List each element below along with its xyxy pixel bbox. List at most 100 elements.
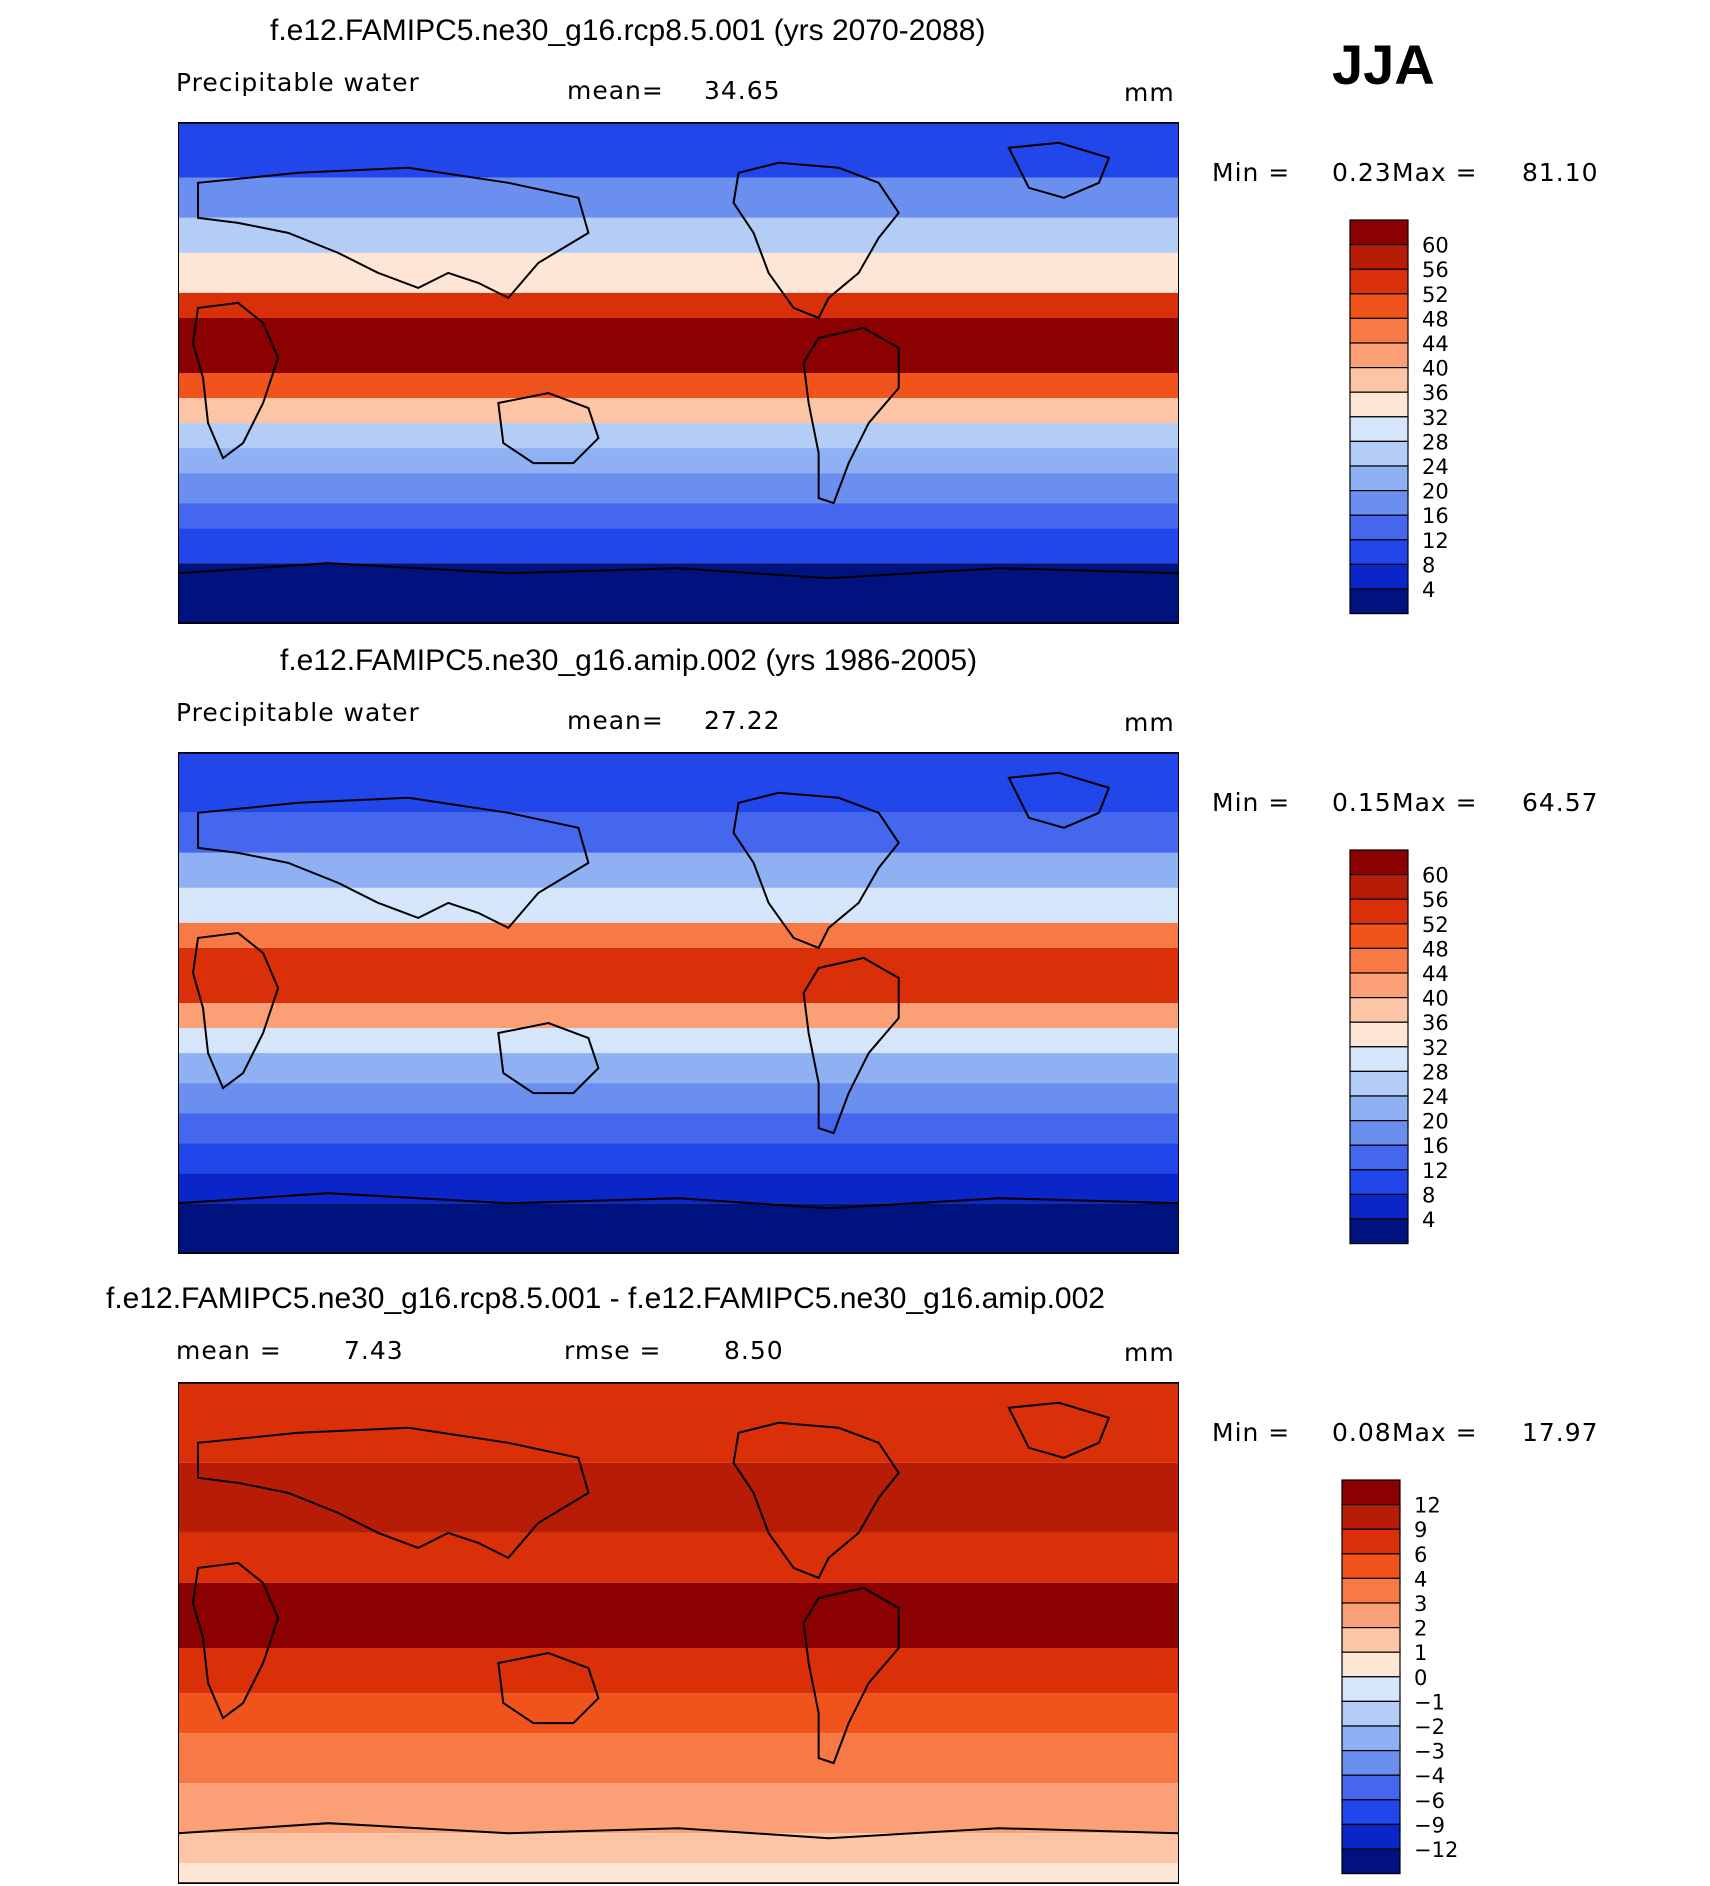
field-band	[178, 563, 1179, 624]
panel-1-max-value: 81.10	[1522, 158, 1599, 187]
panel-2-mean-label: mean=	[567, 706, 664, 735]
field-band	[178, 177, 1179, 218]
colorbar-swatch	[1349, 1021, 1409, 1048]
colorbar-swatch	[1349, 874, 1409, 900]
colorbar-swatch	[1341, 1774, 1401, 1801]
colorbar-swatch	[1349, 1046, 1409, 1073]
colorbar-tick-label: 12	[1414, 1494, 1441, 1518]
colorbar-swatch	[1349, 849, 1409, 876]
colorbar-tick-label: 0	[1414, 1666, 1427, 1690]
colorbar-swatch	[1341, 1725, 1401, 1752]
field-band	[178, 217, 1179, 253]
panel-3-rmse-value: 8.50	[724, 1336, 784, 1365]
panel-3-field-shading	[178, 1382, 1179, 1884]
colorbar-swatch	[1341, 1553, 1401, 1580]
panel-1-field-shading	[178, 122, 1179, 624]
panel-1-min-label: Min =	[1212, 158, 1291, 187]
coastline	[497, 1651, 600, 1725]
panel-2-max-label: Max =	[1392, 788, 1478, 817]
panel-2-units: mm	[1124, 708, 1175, 737]
colorbar-swatch	[1349, 588, 1409, 615]
colorbar-swatch	[1349, 997, 1409, 1023]
colorbar-swatch	[1349, 1193, 1409, 1220]
colorbar-swatch	[1349, 1144, 1409, 1171]
coastline	[497, 1021, 600, 1095]
colorbar-tick-label: −4	[1414, 1764, 1445, 1788]
field-band	[178, 423, 1179, 449]
field-band	[178, 812, 1179, 853]
coastline	[732, 161, 900, 320]
colorbar-swatch	[1341, 1651, 1401, 1678]
panel-3-mean-label: mean =	[176, 1336, 282, 1365]
colorbar-tick-label: 12	[1422, 529, 1449, 553]
panel-2-min-label: Min =	[1212, 788, 1291, 817]
field-band	[178, 1733, 1179, 1784]
colorbar-swatch	[1349, 244, 1409, 270]
panel-1-title: f.e12.FAMIPC5.ne30_g16.rcp8.5.001 (yrs 2…	[270, 14, 986, 47]
field-band	[178, 373, 1179, 399]
field-band	[178, 887, 1179, 923]
field-band	[178, 1083, 1179, 1114]
colorbar-tick-label: 36	[1422, 381, 1449, 405]
coastline	[191, 931, 280, 1090]
colorbar-tick-label: 9	[1414, 1518, 1427, 1542]
colorbar-swatch	[1349, 490, 1409, 516]
colorbar-swatch	[1349, 219, 1409, 246]
colorbar-swatch	[1341, 1627, 1401, 1653]
coastline	[802, 326, 900, 505]
colorbar-tick-label: 16	[1422, 504, 1449, 528]
colorbar-tick-label: 60	[1422, 234, 1449, 258]
colorbar-tick-label: 44	[1422, 332, 1449, 356]
panel-1-field-label: Precipitable water	[176, 68, 420, 97]
field-band	[178, 1693, 1179, 1734]
colorbar-tick-label: 4	[1414, 1567, 1427, 1591]
panel-1-mean-value: 34.65	[704, 76, 781, 105]
field-band	[178, 292, 1179, 318]
field-band	[178, 317, 1179, 373]
colorbar-swatch	[1349, 416, 1409, 443]
field-band	[178, 528, 1179, 564]
coastline	[197, 796, 590, 930]
colorbar-swatch	[1349, 1095, 1409, 1122]
colorbar-tick-label: 28	[1422, 1060, 1449, 1084]
colorbar-swatch	[1341, 1676, 1401, 1703]
colorbar-tick-label: 56	[1422, 258, 1449, 282]
panel-3-rmse-label: rmse =	[564, 1336, 662, 1365]
colorbar-swatch	[1341, 1577, 1401, 1604]
panel-2-field-label: Precipitable water	[176, 698, 420, 727]
colorbar-swatch	[1349, 514, 1409, 541]
colorbar-swatch	[1341, 1848, 1401, 1875]
field-band	[178, 473, 1179, 504]
panel-3-max-label: Max =	[1392, 1418, 1478, 1447]
field-band	[178, 1833, 1179, 1864]
field-band	[178, 398, 1179, 424]
panel-2-mean-value: 27.22	[704, 706, 781, 735]
field-band	[178, 448, 1179, 474]
colorbar-swatch	[1349, 293, 1409, 320]
colorbar-tick-label: 40	[1422, 357, 1449, 381]
colorbar-tick-label: 40	[1422, 987, 1449, 1011]
colorbar-tick-label: 52	[1422, 283, 1449, 307]
colorbar-swatch	[1341, 1799, 1401, 1825]
field-band	[178, 1783, 1179, 1834]
coastline	[732, 1421, 900, 1580]
panel-2-field-shading	[178, 752, 1179, 1254]
colorbar-swatch	[1349, 367, 1409, 393]
colorbar-tick-label: −12	[1414, 1838, 1458, 1862]
colorbar-swatch	[1341, 1823, 1401, 1850]
panel-2-max-value: 64.57	[1522, 788, 1599, 817]
panel-3-min-label: Min =	[1212, 1418, 1291, 1447]
colorbar-tick-label: −3	[1414, 1740, 1445, 1764]
colorbar-tick-label: 32	[1422, 1036, 1449, 1060]
field-band	[178, 752, 1179, 813]
panel-3-title: f.e12.FAMIPC5.ne30_g16.rcp8.5.001 - f.e1…	[106, 1282, 1105, 1315]
colorbar-tick-label: 48	[1422, 307, 1449, 331]
panel-1-max-label: Max =	[1392, 158, 1478, 187]
colorbar-tick-label: −6	[1414, 1789, 1445, 1813]
colorbar-swatch	[1349, 1218, 1409, 1245]
field-band	[178, 1143, 1179, 1174]
colorbar-tick-label: 2	[1414, 1617, 1427, 1641]
colorbar-swatch	[1349, 947, 1409, 974]
